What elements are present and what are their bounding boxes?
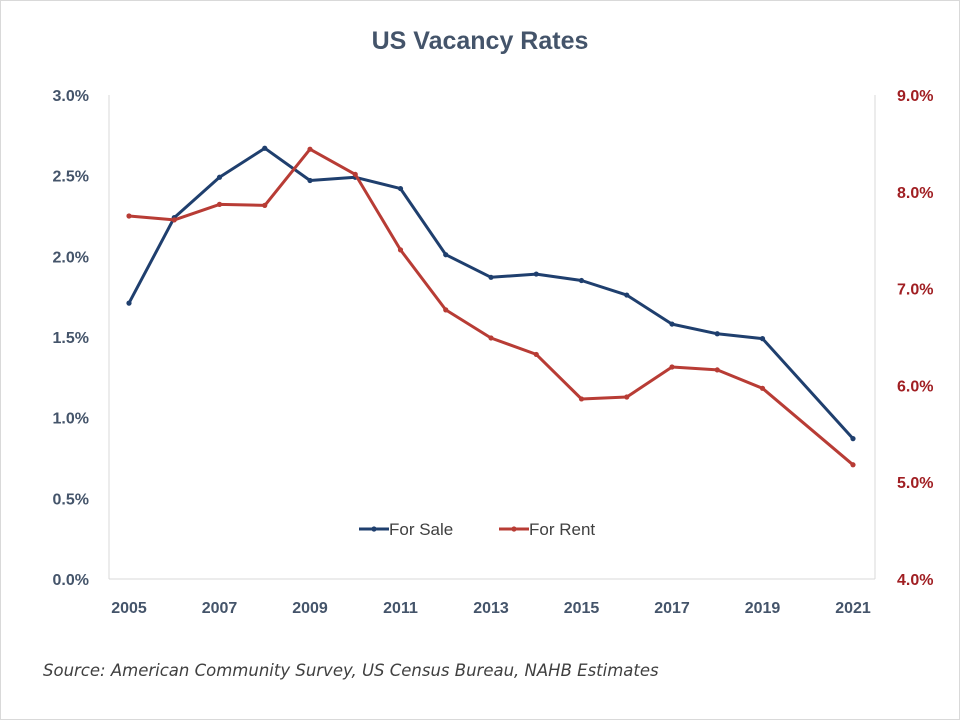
data-point-for-sale [216,174,223,180]
source-note: Source: American Community Survey, US Ce… [43,661,659,680]
series-line-for-sale [127,146,855,441]
data-point-for-rent [714,367,720,373]
data-point-for-sale [533,271,539,277]
chart-title: US Vacancy Rates [371,27,589,55]
data-point-for-sale [669,321,675,327]
data-point-for-sale [488,274,494,280]
data-point-for-sale [850,436,856,442]
x-tick-label: 2013 [473,600,509,617]
y-left-tick-label: 1.0% [53,411,89,428]
y-right-tick-label: 5.0% [897,475,933,492]
data-point-for-rent [216,201,223,207]
x-tick-label: 2007 [202,600,238,617]
data-point-for-rent [850,462,856,468]
data-point-for-rent [669,364,675,370]
data-point-for-rent [624,394,630,400]
data-point-for-rent [578,396,585,402]
data-point-for-rent [488,335,494,341]
y-left-tick-label: 2.0% [53,249,89,266]
data-point-for-rent [397,247,404,253]
x-tick-label: 2017 [654,600,690,617]
x-tick-label: 2019 [745,600,781,617]
data-point-for-sale [397,185,404,192]
data-point-for-rent [307,146,313,152]
data-point-for-rent [262,202,268,208]
legend-label-for-rent: For Rent [529,520,595,539]
y-left-tick-label: 2.5% [53,169,89,186]
legend-label-for-sale: For Sale [389,520,453,539]
y-left-tick-label: 3.0% [53,88,89,105]
data-point-for-sale [126,300,132,306]
data-point-for-rent [533,351,539,358]
data-point-for-sale [714,331,720,337]
data-point-for-rent [759,385,766,391]
legend-marker-for-rent [511,526,517,532]
data-point-for-rent [126,213,132,219]
y-right-tick-label: 7.0% [897,282,933,299]
y-left-tick-label: 0.5% [53,491,89,508]
data-point-for-sale [578,277,585,284]
data-point-for-sale [624,292,630,298]
data-point-for-sale [262,145,268,151]
y-right-tick-label: 6.0% [897,378,933,395]
data-point-for-sale [759,336,766,342]
y-right-tick-label: 4.0% [897,572,933,589]
y-left-tick-label: 1.5% [53,330,89,347]
x-tick-label: 2009 [292,600,328,617]
data-point-for-sale [307,177,313,184]
data-point-for-rent [352,171,358,177]
data-point-for-rent [171,217,177,223]
x-tick-label: 2015 [564,600,600,617]
legend-marker-for-sale [371,526,377,532]
x-tick-label: 2011 [383,600,418,617]
y-right-tick-label: 8.0% [897,185,933,202]
x-tick-label: 2021 [835,600,871,617]
series-line-for-rent [127,147,855,467]
y-left-tick-label: 0.0% [53,572,89,589]
x-tick-label: 2005 [111,600,147,617]
data-point-for-rent [443,307,449,313]
data-point-for-sale [443,252,449,258]
y-right-tick-label: 9.0% [897,88,933,105]
